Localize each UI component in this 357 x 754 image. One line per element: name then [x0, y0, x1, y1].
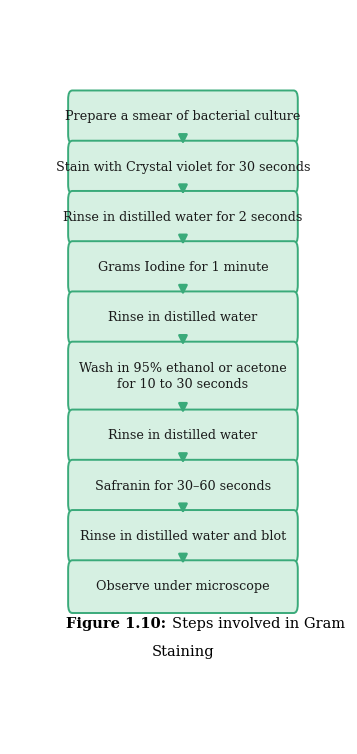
Text: Safranin for 30–60 seconds: Safranin for 30–60 seconds — [95, 480, 271, 492]
Text: Grams Iodine for 1 minute: Grams Iodine for 1 minute — [98, 261, 268, 274]
Text: Rinse in distilled water: Rinse in distilled water — [108, 430, 258, 443]
FancyBboxPatch shape — [68, 141, 298, 194]
Text: Steps involved in Gram: Steps involved in Gram — [172, 617, 345, 631]
FancyBboxPatch shape — [68, 409, 298, 462]
Text: Prepare a smear of bacterial culture: Prepare a smear of bacterial culture — [65, 110, 301, 124]
Text: Observe under microscope: Observe under microscope — [96, 580, 270, 593]
Text: Rinse in distilled water and blot: Rinse in distilled water and blot — [80, 530, 286, 543]
FancyBboxPatch shape — [68, 460, 298, 513]
Text: Rinse in distilled water: Rinse in distilled water — [108, 311, 258, 324]
FancyBboxPatch shape — [68, 191, 298, 244]
FancyBboxPatch shape — [68, 241, 298, 294]
Text: Figure 1.10:: Figure 1.10: — [66, 617, 166, 631]
Text: Stain with Crystal violet for 30 seconds: Stain with Crystal violet for 30 seconds — [56, 161, 310, 173]
FancyBboxPatch shape — [68, 342, 298, 412]
Text: Staining: Staining — [152, 645, 214, 659]
FancyBboxPatch shape — [68, 510, 298, 562]
FancyBboxPatch shape — [68, 292, 298, 344]
FancyBboxPatch shape — [68, 560, 298, 613]
Text: Rinse in distilled water for 2 seconds: Rinse in distilled water for 2 seconds — [63, 211, 303, 224]
Text: Wash in 95% ethanol or acetone
for 10 to 30 seconds: Wash in 95% ethanol or acetone for 10 to… — [79, 363, 287, 391]
FancyBboxPatch shape — [68, 90, 298, 143]
